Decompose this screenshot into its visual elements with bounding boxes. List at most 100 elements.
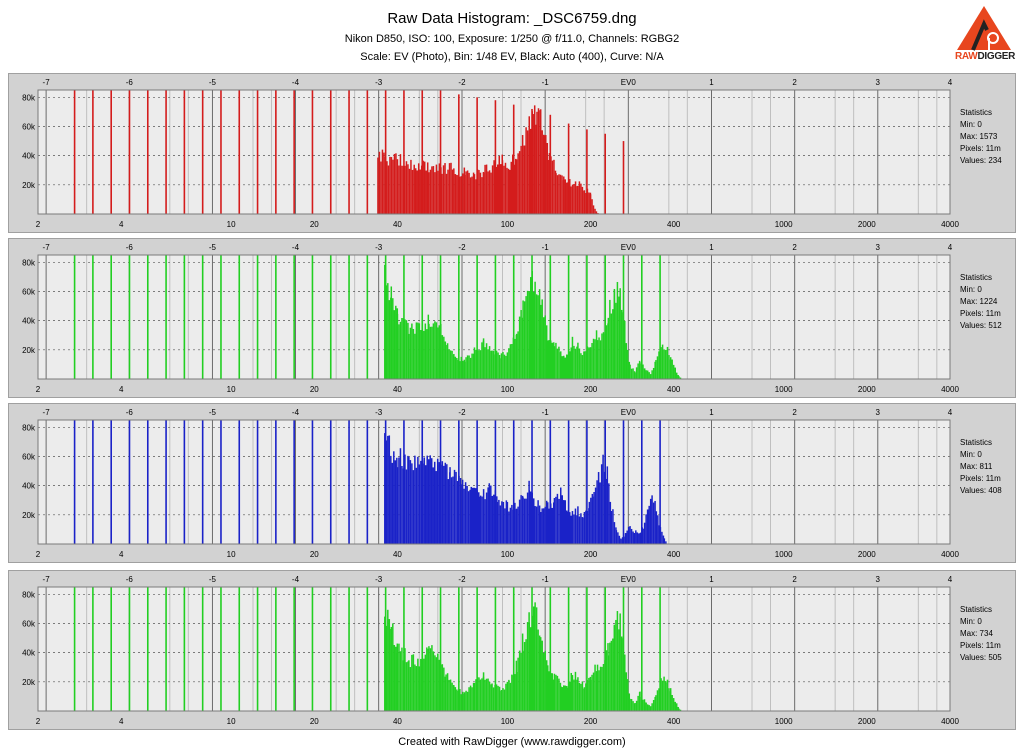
- value-tick-label: 10: [227, 220, 236, 229]
- ev-tick-label: 3: [876, 78, 881, 87]
- value-tick-label: 400: [667, 717, 681, 726]
- histogram-plot-g2: -7 -6 -5 -4 -3 -2 -1 EV0 1 2 3 4 2 4 10 20 40 100 200 400 10…: [22, 575, 959, 726]
- logo-text-raw: RAW: [955, 51, 978, 62]
- value-tick-label: 10: [227, 550, 236, 559]
- y-tick-label: 20k: [22, 511, 36, 520]
- histogram-plot-g: -7 -6 -5 -4 -3 -2 -1 EV0 1 2 3 4 2 4 10 20 40 100 200 400 10…: [22, 243, 959, 394]
- header: Raw Data Histogram: _DSC6759.dng Nikon D…: [0, 0, 1024, 70]
- stats-min: Min: 0: [960, 120, 982, 129]
- histogram-panel-b: -7 -6 -5 -4 -3 -2 -1 EV0 1 2 3 4 2 4 10 20 40 100 200 400 10…: [8, 403, 1016, 563]
- stats-pixels: Pixels: 11m: [960, 474, 1001, 483]
- ev-tick-label: -7: [43, 243, 51, 252]
- stats-pixels: Pixels: 11m: [960, 144, 1001, 153]
- value-tick-label: 100: [501, 385, 515, 394]
- ev-tick-label: -6: [126, 408, 134, 417]
- y-tick-label: 20k: [22, 678, 36, 687]
- value-tick-label: 10: [227, 385, 236, 394]
- value-tick-label: 100: [501, 220, 515, 229]
- value-tick-label: 2: [36, 550, 41, 559]
- value-tick-label: 100: [501, 550, 515, 559]
- ev-tick-label: -1: [542, 408, 550, 417]
- stats-label: Statistics: [960, 605, 993, 614]
- y-tick-label: 60k: [22, 619, 36, 628]
- ev-tick-label: -2: [458, 78, 466, 87]
- stats-box-g: Statistics Min: 0 Max: 1224 Pixels: 11m …: [960, 272, 1002, 332]
- value-tick-label: 4000: [941, 717, 959, 726]
- y-tick-label: 40k: [22, 649, 36, 658]
- stats-values: Values: 505: [960, 653, 1002, 662]
- ev-tick-label: -3: [375, 408, 383, 417]
- ev-tick-label: 3: [876, 408, 881, 417]
- value-tick-label: 400: [667, 550, 681, 559]
- stats-min: Min: 0: [960, 617, 982, 626]
- y-tick-label: 80k: [22, 423, 36, 432]
- ev-tick-label: 2: [792, 243, 797, 252]
- ev-tick-label: 1: [709, 408, 714, 417]
- ev-tick-label: 4: [948, 78, 953, 87]
- ev-tick-label: -1: [542, 575, 550, 584]
- value-tick-label: 2000: [858, 550, 876, 559]
- chart-title: Raw Data Histogram: _DSC6759.dng: [387, 10, 637, 27]
- value-tick-label: 4: [119, 550, 124, 559]
- ev-tick-label: -4: [292, 408, 300, 417]
- y-tick-label: 80k: [22, 258, 36, 267]
- stats-box-b: Statistics Min: 0 Max: 811 Pixels: 11m V…: [960, 437, 1002, 497]
- ev-tick-label: 2: [792, 78, 797, 87]
- stats-min: Min: 0: [960, 285, 982, 294]
- ev-tick-label: -1: [542, 243, 550, 252]
- value-tick-label: 4: [119, 220, 124, 229]
- value-tick-label: 400: [667, 220, 681, 229]
- y-tick-label: 40k: [22, 317, 36, 326]
- value-tick-label: 20: [310, 717, 319, 726]
- value-tick-label: 200: [584, 550, 598, 559]
- plot-border: [37, 254, 951, 380]
- stats-pixels: Pixels: 11m: [960, 641, 1001, 650]
- chart-subtitle-scale: Scale: EV (Photo), Bin: 1/48 EV, Black: …: [360, 51, 664, 63]
- stats-values: Values: 234: [960, 156, 1002, 165]
- y-tick-label: 20k: [22, 181, 36, 190]
- y-tick-label: 80k: [22, 590, 36, 599]
- logo-text: RAWDIGGER: [955, 51, 1015, 62]
- ev-tick-label: 2: [792, 408, 797, 417]
- plot-border: [37, 89, 951, 215]
- value-tick-label: 2000: [858, 220, 876, 229]
- ev-tick-label: 1: [709, 243, 714, 252]
- ev-tick-label: -1: [542, 78, 550, 87]
- stats-label: Statistics: [960, 273, 993, 282]
- ev-tick-label: 4: [948, 575, 953, 584]
- value-tick-label: 2: [36, 220, 41, 229]
- ev-tick-label: -2: [458, 408, 466, 417]
- value-tick-label: 40: [393, 550, 402, 559]
- value-tick-label: 4000: [941, 385, 959, 394]
- ev-tick-label: -5: [209, 408, 217, 417]
- value-tick-label: 4000: [941, 220, 959, 229]
- ev-tick-label: EV0: [621, 408, 637, 417]
- stats-max: Max: 734: [960, 629, 993, 638]
- stats-max: Max: 1573: [960, 132, 998, 141]
- ev-tick-label: 2: [792, 575, 797, 584]
- value-tick-label: 2: [36, 717, 41, 726]
- ev-tick-label: -4: [292, 575, 300, 584]
- footer-credit: Created with RawDigger (www.rawdigger.co…: [398, 736, 626, 748]
- value-tick-label: 2000: [858, 385, 876, 394]
- ev-tick-label: -2: [458, 243, 466, 252]
- ev-tick-label: -6: [126, 78, 134, 87]
- histogram-plot-r: -7 -6 -5 -4 -3 -2 -1 EV0 1 2 3 4 2 4 10 20 40 100 200 400 10…: [22, 78, 959, 229]
- ev-tick-label: 4: [948, 243, 953, 252]
- y-tick-label: 40k: [22, 152, 36, 161]
- ev-tick-label: -3: [375, 575, 383, 584]
- value-tick-label: 1000: [775, 550, 793, 559]
- ev-tick-label: -5: [209, 243, 217, 252]
- stats-box-r: Statistics Min: 0 Max: 1573 Pixels: 11m …: [960, 107, 1002, 167]
- ev-tick-label: EV0: [621, 78, 637, 87]
- value-tick-label: 1000: [775, 717, 793, 726]
- stats-label: Statistics: [960, 438, 993, 447]
- y-tick-label: 80k: [22, 93, 36, 102]
- ev-tick-label: 3: [876, 575, 881, 584]
- value-tick-label: 4: [119, 717, 124, 726]
- value-tick-label: 20: [310, 220, 319, 229]
- value-tick-label: 2: [36, 385, 41, 394]
- value-tick-label: 10: [227, 717, 236, 726]
- stats-max: Max: 1224: [960, 297, 998, 306]
- value-tick-label: 40: [393, 717, 402, 726]
